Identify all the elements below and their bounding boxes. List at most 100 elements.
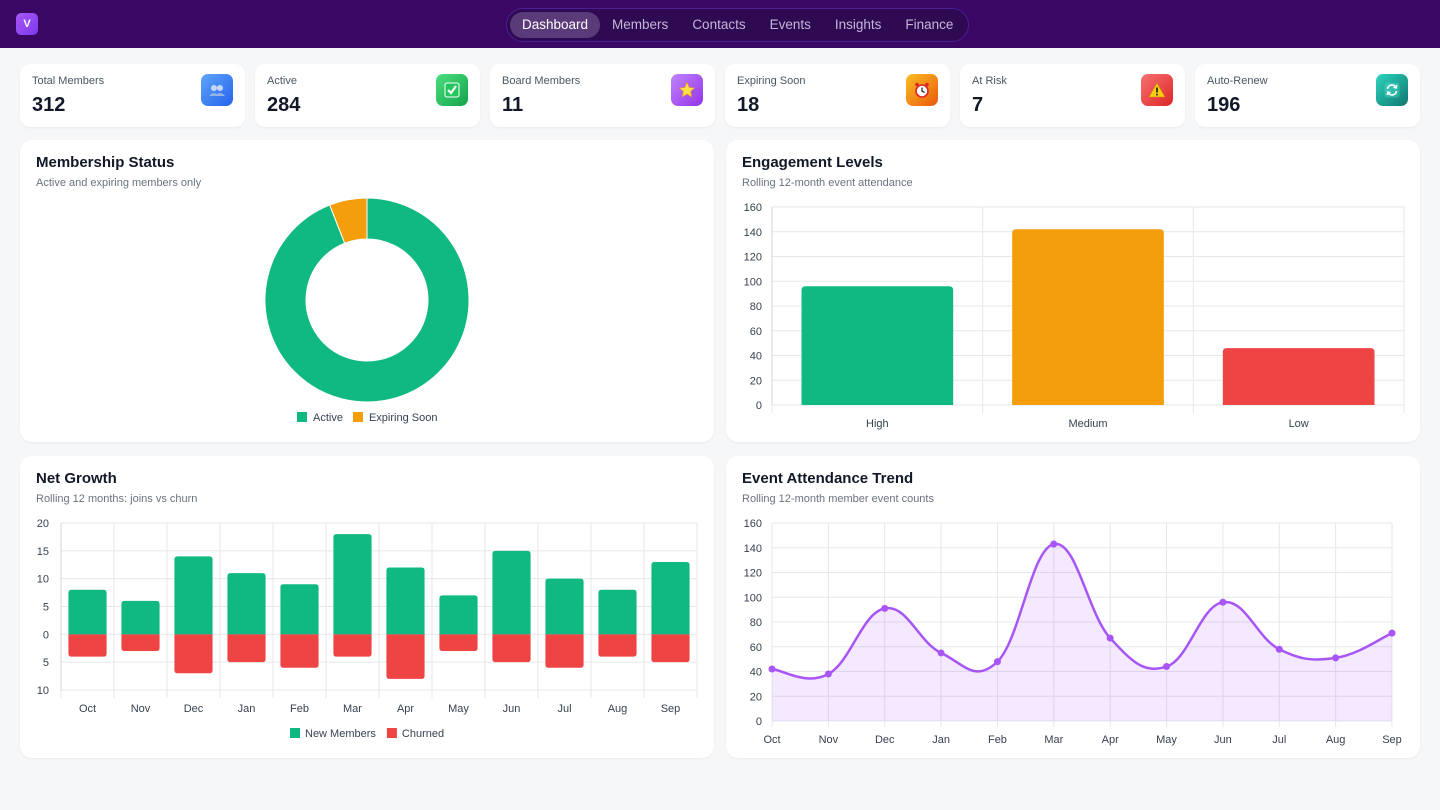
bar-churned	[386, 634, 425, 679]
attendance-trend-card: 0 20 40 60 80 100 120 140 160 Oct Nov Dec Jan Feb Mar A…	[726, 456, 1420, 758]
kpi-auto-renew[interactable]: Auto-Renew 196	[1195, 64, 1420, 127]
nav-dashboard[interactable]: Dashboard	[510, 12, 601, 38]
net-growth-chart: 20 15 10 5 0 5 10 Oct Nov Dec Jan Feb Mar Apr May Jun Ju…	[37, 518, 698, 740]
membership-donut-chart: Active Expiring Soon	[264, 197, 470, 424]
bar-churned	[598, 634, 637, 657]
y-tick-label: 80	[750, 617, 762, 629]
bar-medium	[1012, 229, 1164, 405]
card-title: Net Growth	[36, 470, 117, 487]
bar-churned	[174, 634, 213, 674]
data-point	[1106, 634, 1114, 642]
bar-new-members	[545, 578, 584, 635]
kpi-label: Board Members	[502, 75, 581, 87]
legend-label: New Members	[305, 728, 376, 740]
bar-churned	[333, 634, 372, 657]
kpi-label: Expiring Soon	[737, 75, 806, 87]
y-tick-label: 140	[744, 543, 762, 555]
y-tick-label: 0	[43, 629, 49, 641]
y-tick-label: 10	[37, 685, 49, 697]
legend-swatch	[290, 728, 300, 738]
nav-finance[interactable]: Finance	[905, 17, 954, 32]
kpi-value: 18	[737, 94, 760, 116]
x-tick-label: Low	[1289, 418, 1309, 430]
y-tick-label: 40	[750, 351, 762, 363]
kpi-total-members[interactable]: Total Members 312	[20, 64, 245, 127]
bar-new-members	[386, 567, 425, 635]
kpi-label: Total Members	[32, 75, 105, 87]
kpi-expiring-soon[interactable]: Expiring Soon 18	[725, 64, 950, 127]
alarm-clock-icon	[906, 74, 938, 106]
kpi-label: Active	[267, 75, 297, 87]
bar-new-members	[439, 595, 478, 635]
bar-new-members	[492, 550, 531, 635]
kpi-value: 284	[267, 94, 301, 116]
nav-events[interactable]: Events	[769, 17, 811, 32]
x-tick-label: Mar	[1044, 734, 1063, 746]
x-tick-label: Feb	[290, 703, 309, 715]
donut-slice-expiring-soon	[329, 197, 368, 244]
card-title: Event Attendance Trend	[742, 470, 914, 487]
y-tick-label: 0	[756, 716, 762, 728]
bar-new-members	[333, 534, 372, 635]
legend-swatch	[386, 728, 397, 738]
attendance-area-chart: 0 20 40 60 80 100 120 140 160 Oct Nov Dec Jan Feb Mar A…	[744, 518, 1402, 746]
warning-icon	[1141, 74, 1173, 106]
y-tick-label: 120	[744, 568, 762, 580]
nav-contacts[interactable]: Contacts	[692, 17, 746, 32]
kpi-label: At Risk	[972, 75, 1007, 87]
x-tick-label: Aug	[608, 703, 628, 715]
star-icon	[671, 74, 703, 106]
x-tick-label: Jan	[238, 703, 256, 715]
check-icon	[436, 74, 468, 106]
x-tick-label: Jun	[1214, 734, 1232, 746]
x-tick-label: Feb	[988, 734, 1007, 746]
bar-new-members	[121, 600, 160, 635]
x-tick-label: Oct	[763, 734, 780, 746]
data-point	[1388, 629, 1396, 637]
kpi-label: Auto-Renew	[1207, 75, 1268, 87]
membership-status-card: Active Expiring Soon Membership Status Ac…	[20, 140, 714, 442]
bar-churned	[651, 634, 690, 663]
x-tick-label: Oct	[79, 703, 96, 715]
bar-new-members	[174, 556, 213, 635]
kpi-at-risk[interactable]: At Risk 7	[960, 64, 1185, 127]
y-tick-label: 5	[43, 602, 49, 614]
kpi-board-members[interactable]: Board Members 11	[490, 64, 715, 127]
card-subtitle: Rolling 12-month event attendance	[742, 177, 913, 189]
data-point	[1219, 598, 1227, 606]
bar-churned	[280, 634, 319, 668]
x-tick-label: Aug	[1326, 734, 1346, 746]
x-tick-label: Dec	[184, 703, 204, 715]
y-tick-label: 20	[37, 518, 49, 530]
y-tick-label: 40	[750, 667, 762, 679]
engagement-bar-chart: 0 20 40 60 80 100 120 140 160 High Medium Low	[744, 202, 1405, 430]
x-tick-label: Apr	[397, 703, 414, 715]
bar-churned	[227, 634, 266, 663]
legend-label: Active	[313, 412, 343, 424]
card-subtitle: Active and expiring members only	[36, 177, 202, 189]
nav-insights[interactable]: Insights	[834, 17, 882, 32]
data-point	[768, 665, 776, 673]
bar-new-members	[651, 561, 690, 635]
x-tick-label: Jan	[932, 734, 950, 746]
data-point	[1332, 654, 1340, 662]
y-tick-label: 100	[744, 276, 762, 288]
x-tick-label: Nov	[131, 703, 151, 715]
x-tick-label: May	[1156, 734, 1177, 746]
y-tick-label: 140	[744, 227, 762, 239]
y-tick-label: 80	[750, 301, 762, 313]
y-tick-label: 160	[744, 518, 762, 530]
app-logo[interactable]: V	[16, 13, 38, 35]
x-tick-label: May	[448, 703, 469, 715]
bar-new-members	[227, 573, 266, 635]
donut-slice-active	[264, 197, 470, 403]
x-tick-label: Nov	[819, 734, 839, 746]
x-tick-label: Apr	[1102, 734, 1119, 746]
kpi-active[interactable]: Active 284	[255, 64, 480, 127]
area-fill	[772, 543, 1392, 721]
bar-churned	[121, 634, 160, 652]
y-tick-label: 60	[750, 326, 762, 338]
data-point	[993, 658, 1001, 666]
nav-members[interactable]: Members	[612, 17, 669, 32]
bar-new-members	[598, 589, 637, 635]
